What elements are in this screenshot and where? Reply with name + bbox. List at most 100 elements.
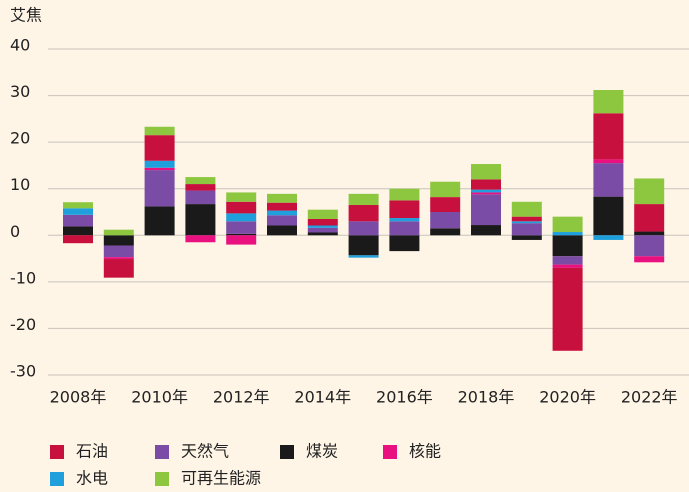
bar-segment bbox=[144, 126, 175, 136]
bar-segment bbox=[430, 181, 461, 198]
bar-segment bbox=[63, 208, 93, 215]
legend-label: 核能 bbox=[409, 442, 441, 461]
bar-segment bbox=[471, 189, 501, 193]
legend-swatch bbox=[155, 445, 169, 459]
bar-segment bbox=[307, 218, 338, 226]
y-tick-label: -30 bbox=[10, 362, 36, 381]
legend-label: 煤炭 bbox=[306, 442, 338, 461]
y-tick-label: 10 bbox=[10, 175, 30, 194]
bar-segment bbox=[307, 232, 338, 236]
bar-segment bbox=[471, 194, 501, 226]
x-tick-label: 2016年 bbox=[376, 388, 433, 407]
bar-segment bbox=[63, 235, 93, 244]
bar-segment bbox=[511, 216, 542, 222]
bar-segment bbox=[348, 221, 379, 236]
bar-segment bbox=[389, 188, 420, 201]
bar-segment bbox=[593, 163, 624, 197]
bar-segment bbox=[511, 235, 542, 240]
y-tick-label: 30 bbox=[10, 82, 30, 101]
bar-segment bbox=[430, 228, 461, 236]
x-tick-label: 2018年 bbox=[458, 388, 515, 407]
bar-segment bbox=[267, 215, 297, 226]
bar-segment bbox=[471, 164, 501, 180]
x-tick-label: 2020年 bbox=[539, 388, 596, 407]
bar-segment bbox=[634, 256, 665, 263]
legend-label: 天然气 bbox=[181, 442, 229, 461]
bar-segment bbox=[144, 167, 175, 171]
bar-segment bbox=[185, 204, 216, 236]
legend-label: 可再生能源 bbox=[181, 469, 261, 488]
bar-segment bbox=[511, 223, 542, 236]
bar-segment bbox=[552, 232, 583, 236]
legend-swatch bbox=[280, 445, 294, 459]
bar-segment bbox=[226, 221, 257, 234]
bar-segment bbox=[389, 218, 420, 222]
bar-segment bbox=[552, 216, 583, 233]
legend-swatch bbox=[155, 472, 169, 486]
bar-segment bbox=[226, 201, 257, 214]
bar-segment bbox=[552, 235, 583, 257]
bar-segment bbox=[185, 235, 216, 243]
bar-segment bbox=[267, 202, 297, 211]
bar-segment bbox=[226, 233, 257, 236]
bar-segment bbox=[185, 184, 216, 191]
bar-segment bbox=[185, 177, 216, 185]
bar-segment bbox=[103, 235, 134, 246]
bar-segment bbox=[593, 159, 624, 164]
bar-segment bbox=[144, 170, 175, 207]
bar-segment bbox=[389, 200, 420, 219]
bar-segment bbox=[348, 235, 379, 256]
legend-swatch bbox=[383, 445, 397, 459]
bar-segment bbox=[144, 206, 175, 236]
bar-segment bbox=[552, 264, 583, 268]
bar-segment bbox=[389, 221, 420, 236]
y-tick-label: -20 bbox=[10, 315, 36, 334]
bar-segment bbox=[185, 190, 216, 205]
bar-segment bbox=[144, 135, 175, 161]
x-tick-label: 2010年 bbox=[131, 388, 188, 407]
bar-segment bbox=[430, 197, 461, 212]
bar-segment bbox=[430, 212, 461, 229]
bar-segment bbox=[634, 178, 665, 205]
x-tick-label: 2022年 bbox=[621, 388, 678, 407]
y-tick-label: 20 bbox=[10, 129, 30, 148]
x-tick-label: 2014年 bbox=[294, 388, 351, 407]
bar-segment bbox=[471, 225, 501, 236]
bar-segment bbox=[593, 113, 624, 160]
bar-segment bbox=[511, 221, 542, 224]
bar-segment bbox=[348, 255, 379, 258]
y-tick-label: 40 bbox=[10, 36, 30, 55]
legend-swatch bbox=[50, 472, 64, 486]
y-axis-label: 艾焦 bbox=[10, 6, 42, 25]
bar-segment bbox=[103, 259, 134, 278]
bar-segment bbox=[307, 227, 338, 233]
bar-segment bbox=[103, 229, 134, 236]
bar-segment bbox=[348, 205, 379, 222]
bar-segment bbox=[471, 192, 501, 195]
bar-segment bbox=[593, 235, 624, 240]
bar-segment bbox=[63, 214, 93, 227]
bar-segment bbox=[634, 204, 665, 232]
y-tick-label: -10 bbox=[10, 268, 36, 287]
x-tick-label: 2012年 bbox=[213, 388, 270, 407]
bar-segment bbox=[267, 225, 297, 236]
bar-segment bbox=[226, 192, 257, 202]
bar-segment bbox=[63, 226, 93, 236]
legend-label: 水电 bbox=[76, 469, 108, 488]
bar-segment bbox=[103, 257, 134, 260]
bar-segment bbox=[307, 209, 338, 219]
bar-segment bbox=[226, 213, 257, 222]
bar-segment bbox=[267, 193, 297, 203]
bar-segment bbox=[103, 245, 134, 258]
x-tick-label: 2008年 bbox=[50, 388, 107, 407]
bar-segment bbox=[511, 201, 542, 217]
bar-segment bbox=[593, 196, 624, 236]
y-tick-label: 0 bbox=[10, 222, 20, 241]
legend-swatch bbox=[50, 445, 64, 459]
bar-segment bbox=[634, 235, 665, 257]
bar-segment bbox=[144, 160, 175, 168]
bar-segment bbox=[552, 256, 583, 265]
bar-segment bbox=[471, 179, 501, 190]
